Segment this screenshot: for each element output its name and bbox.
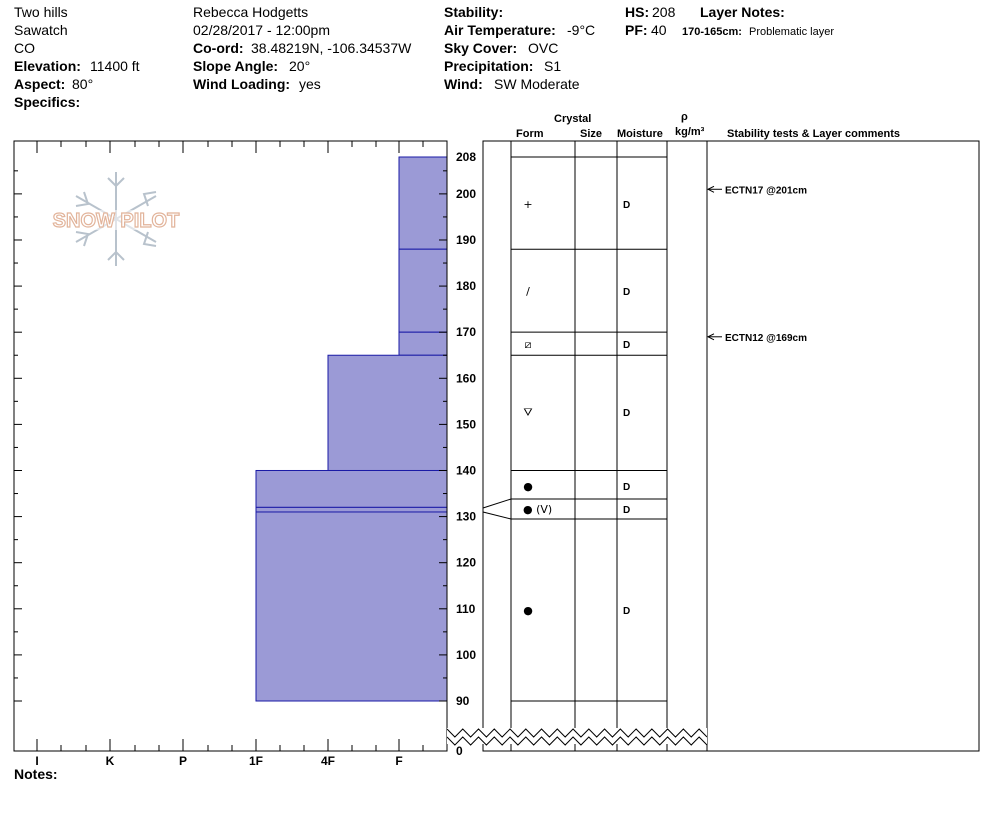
y-tick-label-90: 90 (456, 694, 470, 708)
crystal-form-2: ⧄ (525, 338, 532, 351)
stability-test-1: ECTN12 @169cm (725, 333, 807, 344)
coord-value: 38.48219N, -106.34537W (251, 40, 412, 56)
crystal-form-4: ● (523, 480, 533, 493)
table-frame (482, 140, 980, 752)
hardness-bar-0 (398, 156, 448, 250)
stability-label: Stability: (444, 4, 504, 20)
stability-arrowhead-1 (706, 333, 715, 341)
y-tick-label-180: 180 (456, 279, 476, 293)
axis-break-upper (446, 728, 708, 738)
hardness-label-1F: 1F (249, 754, 263, 768)
aspect-value: 80° (72, 76, 94, 92)
axis-break-lower (446, 736, 708, 746)
y-tick-label-208: 208 (456, 150, 476, 164)
stability-test-0: ECTN17 @201cm (725, 185, 807, 196)
slope-value: 20° (289, 58, 311, 74)
y-tick-label-110: 110 (456, 602, 476, 616)
hs-label: HS: (625, 4, 650, 20)
stability-arrowhead-0 (706, 185, 715, 193)
hardness-bar-6 (255, 511, 448, 702)
y-tick-label-120: 120 (456, 556, 476, 570)
hs-value: 208 (652, 4, 676, 20)
pf-label: PF: (625, 22, 648, 38)
logo-text: SNOW PILOT (53, 210, 180, 232)
hardness-bar-4 (255, 469, 448, 508)
y-tick-label-190: 190 (456, 233, 476, 247)
rho-header: ρ (681, 111, 688, 123)
moisture-1: D (623, 287, 630, 298)
wind-loading-label: Wind Loading: (193, 76, 291, 92)
hardness-bar-5 (255, 506, 448, 513)
elevation-value: 11400 ft (90, 58, 140, 74)
air-temp-value: -9°C (567, 22, 596, 38)
precip-label: Precipitation: (444, 58, 534, 74)
layer-note-range: 170-165cm: (682, 26, 742, 38)
datetime: 02/28/2017 - 12:00pm (193, 22, 330, 38)
layer-note-text: Problematic layer (749, 26, 834, 38)
leader-line-bottom (482, 511, 512, 520)
hardness-frame (13, 140, 448, 752)
axis-break-mask (447, 728, 707, 744)
moisture-6: D (623, 606, 630, 617)
layer-notes-label: Layer Notes: (700, 4, 785, 20)
wind-label: Wind: (444, 76, 483, 92)
hardness-bar-2 (398, 331, 448, 356)
aspect-label: Aspect: (14, 76, 66, 92)
y-tick-label-130: 130 (456, 510, 476, 524)
crystal-form-0: + (523, 198, 532, 211)
slope-label: Slope Angle: (193, 58, 279, 74)
hardness-label-P: P (179, 754, 187, 768)
sky-value: OVC (528, 40, 559, 56)
y-tick-label-160: 160 (456, 371, 476, 385)
moisture-header: Moisture (617, 128, 663, 140)
precip-value: S1 (544, 58, 562, 74)
y-tick-label-150: 150 (456, 417, 476, 431)
state: CO (14, 40, 35, 56)
hardness-label-F: F (395, 754, 402, 768)
crystal-form-3: ⛛ (523, 406, 532, 419)
moisture-4: D (623, 482, 630, 493)
hardness-label-I: I (35, 754, 38, 768)
moisture-2: D (623, 340, 630, 351)
elevation-label: Elevation: (14, 58, 81, 74)
moisture-3: D (623, 408, 630, 419)
notes-label: Notes: (14, 766, 58, 782)
crystal-header: Crystal (554, 113, 592, 125)
y-tick-label-140: 140 (456, 463, 476, 477)
y-tick-label-170: 170 (456, 325, 476, 339)
hardness-bar-1 (398, 248, 448, 333)
wind-loading-value: yes (299, 76, 321, 92)
crystal-form-1: / (526, 285, 530, 298)
density-unit-header: kg/m³ (675, 126, 705, 138)
form-header: Form (516, 128, 544, 140)
specifics-label: Specifics: (14, 94, 81, 110)
crystal-form-6: ● (523, 604, 533, 617)
y-tick-label-200: 200 (456, 187, 476, 201)
location-name: Two hills (14, 4, 68, 20)
observer: Rebecca Hodgetts (193, 4, 309, 20)
size-header: Size (580, 128, 603, 140)
stability-tests-header: Stability tests & Layer comments (727, 128, 901, 140)
sky-label: Sky Cover: (444, 40, 518, 56)
crystal-form-5: ● (V) (523, 503, 552, 516)
moisture-5: D (623, 505, 630, 516)
hardness-label-K: K (106, 754, 115, 768)
y-tick-label-100: 100 (456, 648, 476, 662)
pf-value: 40 (651, 22, 667, 38)
snowpilot-logo: SNOW PILOT (36, 168, 196, 270)
y-tick-label-zero: 0 (456, 744, 463, 758)
hardness-bar-3 (327, 354, 448, 471)
hardness-label-4F: 4F (321, 754, 335, 768)
wind-value: SW Moderate (494, 76, 580, 92)
mountain-range: Sawatch (14, 22, 68, 38)
moisture-0: D (623, 200, 630, 211)
coord-label: Co-ord: (193, 40, 244, 56)
leader-line-top (482, 498, 512, 509)
air-temp-label: Air Temperature: (444, 22, 556, 38)
